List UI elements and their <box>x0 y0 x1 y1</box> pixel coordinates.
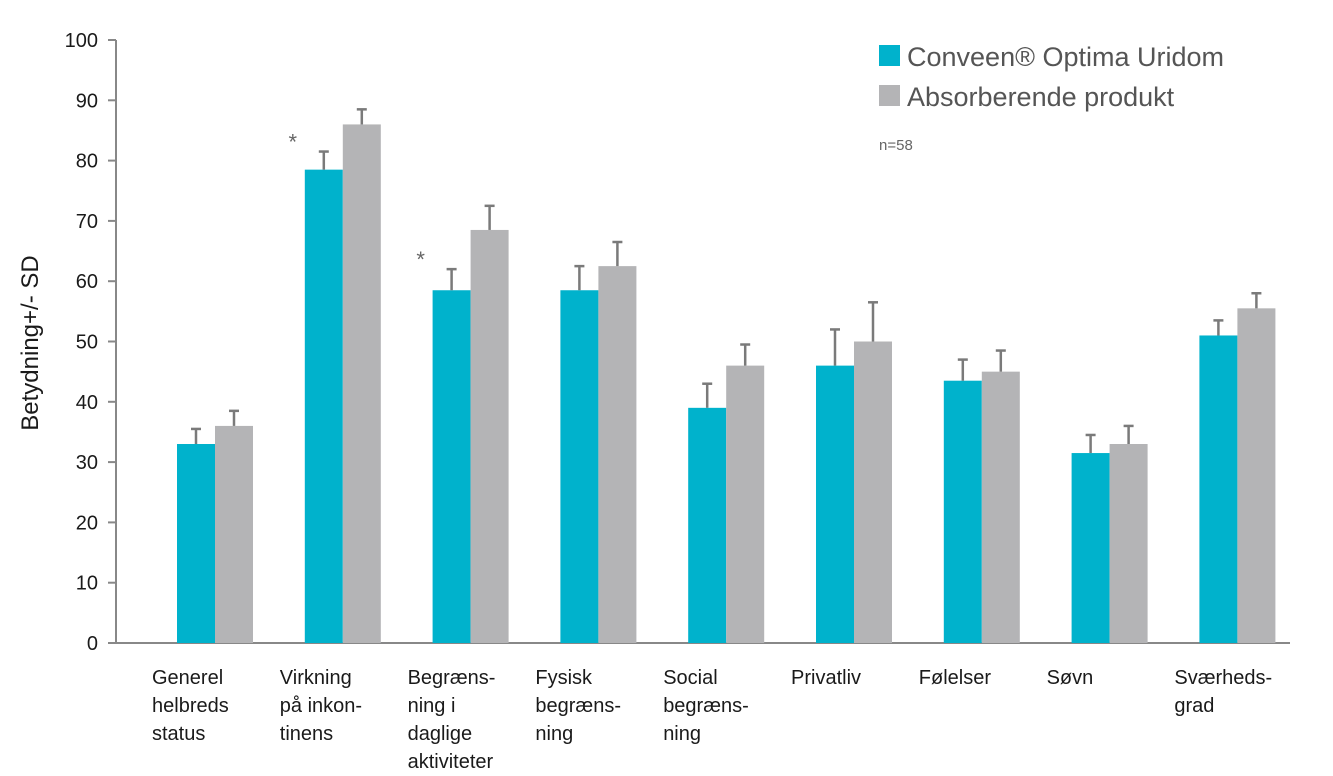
category-label: Sværheds- <box>1174 667 1272 689</box>
y-tick-label: 50 <box>76 332 98 354</box>
category-label: daglige <box>408 723 473 745</box>
y-tick-label: 0 <box>87 633 98 655</box>
category-label: Social <box>663 667 717 689</box>
legend-swatch-conveen <box>879 45 900 66</box>
bar-conveen <box>943 380 982 643</box>
bar-absorberende <box>726 365 765 643</box>
bar-conveen <box>1199 335 1238 643</box>
category-label: grad <box>1174 695 1214 717</box>
y-tick-label: 20 <box>76 512 98 534</box>
bar-absorberende <box>981 371 1020 643</box>
bar-absorberende <box>1109 444 1148 643</box>
bar-conveen <box>560 290 599 643</box>
bar-absorberende <box>215 425 253 643</box>
bar-absorberende <box>342 124 381 644</box>
category-label: Virkning <box>280 667 352 689</box>
sample-size-note: n=58 <box>879 137 913 154</box>
bar-conveen <box>304 169 343 643</box>
category-label: helbreds <box>152 695 229 717</box>
category-label: Generel <box>152 667 223 689</box>
bar-conveen <box>432 290 471 643</box>
bar-absorberende <box>598 266 637 643</box>
category-label: ning <box>535 723 573 745</box>
category-label: Følelser <box>919 667 992 689</box>
category-label: begræns- <box>663 695 749 717</box>
significance-marker: * <box>416 247 425 272</box>
y-tick-label: 60 <box>76 271 98 293</box>
legend-label-conveen: Conveen® Optima Uridom <box>907 42 1224 72</box>
category-label: Søvn <box>1047 667 1094 689</box>
category-label: status <box>152 723 205 745</box>
bar-absorberende <box>854 341 892 643</box>
legend: Conveen® Optima Uridom Absorberende prod… <box>879 42 1224 112</box>
y-tick-label: 40 <box>76 392 98 414</box>
category-labels: Generel helbreds status Virkning på inkon-ti… <box>152 667 1272 773</box>
y-tick-label: 100 <box>65 30 98 52</box>
y-tick-label: 90 <box>76 90 98 112</box>
significance-marker: * <box>289 130 298 155</box>
bars: ** <box>177 108 1276 644</box>
y-tick-label: 10 <box>76 573 98 595</box>
bar-absorberende <box>1237 308 1276 643</box>
category-label: aktiviteter <box>408 751 494 773</box>
legend-label-absorberende: Absorberende produkt <box>907 82 1175 112</box>
bar-conveen <box>816 365 854 643</box>
category-label: ning <box>663 723 701 745</box>
bar-conveen <box>1071 453 1110 643</box>
bar-conveen <box>688 407 727 643</box>
category-label: på inkon- <box>280 695 362 717</box>
category-label: Fysisk <box>535 667 593 689</box>
legend-swatch-absorberende <box>879 85 900 106</box>
category-label: begræns- <box>535 695 621 717</box>
y-axis-label: Betydning+/- SD <box>17 255 44 430</box>
bar-conveen <box>177 444 215 643</box>
bar-absorberende <box>470 229 509 643</box>
y-tick-label: 70 <box>76 211 98 233</box>
y-tick-label: 80 <box>76 151 98 173</box>
category-label: Begræns- <box>408 667 496 689</box>
category-label: tinens <box>280 723 333 745</box>
category-label: Privatliv <box>791 667 861 689</box>
category-label: ning i <box>408 695 456 717</box>
y-tick-label: 30 <box>76 452 98 474</box>
